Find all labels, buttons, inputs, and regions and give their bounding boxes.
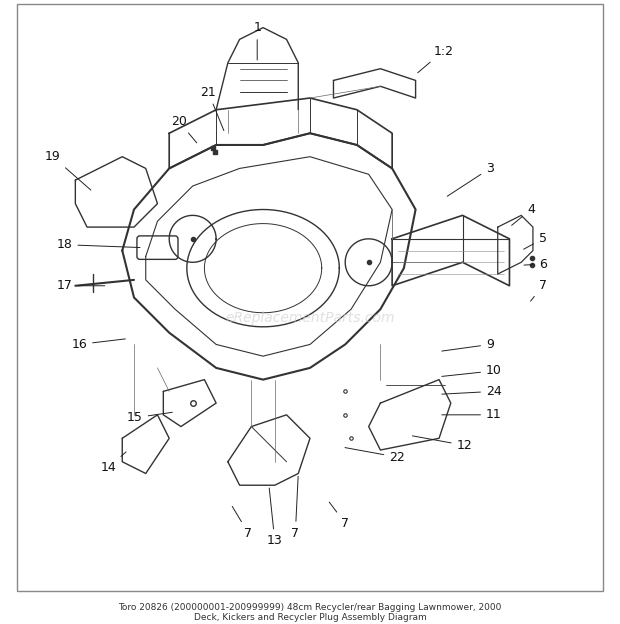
Text: 7: 7 — [232, 507, 252, 540]
Text: Toro 20826 (200000001-200999999) 48cm Recycler/rear Bagging Lawnmower, 2000
Deck: Toro 20826 (200000001-200999999) 48cm Re… — [118, 603, 502, 622]
Text: 5: 5 — [524, 232, 547, 249]
Text: 7: 7 — [291, 476, 299, 540]
Text: 19: 19 — [45, 150, 91, 190]
Text: 1: 1 — [253, 21, 261, 60]
FancyBboxPatch shape — [137, 236, 178, 260]
Text: eReplacementParts.com: eReplacementParts.com — [225, 311, 395, 325]
Text: 15: 15 — [127, 411, 172, 424]
Text: 7: 7 — [329, 502, 349, 530]
Text: 11: 11 — [442, 408, 502, 421]
Text: 20: 20 — [171, 115, 197, 143]
Text: 4: 4 — [512, 203, 535, 225]
Text: 9: 9 — [442, 338, 494, 351]
Text: 24: 24 — [442, 385, 502, 398]
Text: 13: 13 — [267, 488, 283, 547]
Text: 17: 17 — [56, 280, 105, 292]
Text: 3: 3 — [447, 162, 494, 196]
Text: 1:2: 1:2 — [418, 44, 453, 73]
Text: 12: 12 — [412, 436, 472, 452]
Text: 7: 7 — [531, 280, 547, 301]
Text: 14: 14 — [100, 452, 126, 474]
Text: 22: 22 — [345, 447, 405, 464]
Text: 10: 10 — [442, 364, 502, 378]
Text: 21: 21 — [200, 85, 224, 130]
Text: 16: 16 — [71, 338, 125, 351]
Text: 6: 6 — [524, 258, 547, 271]
Text: 18: 18 — [56, 238, 140, 251]
